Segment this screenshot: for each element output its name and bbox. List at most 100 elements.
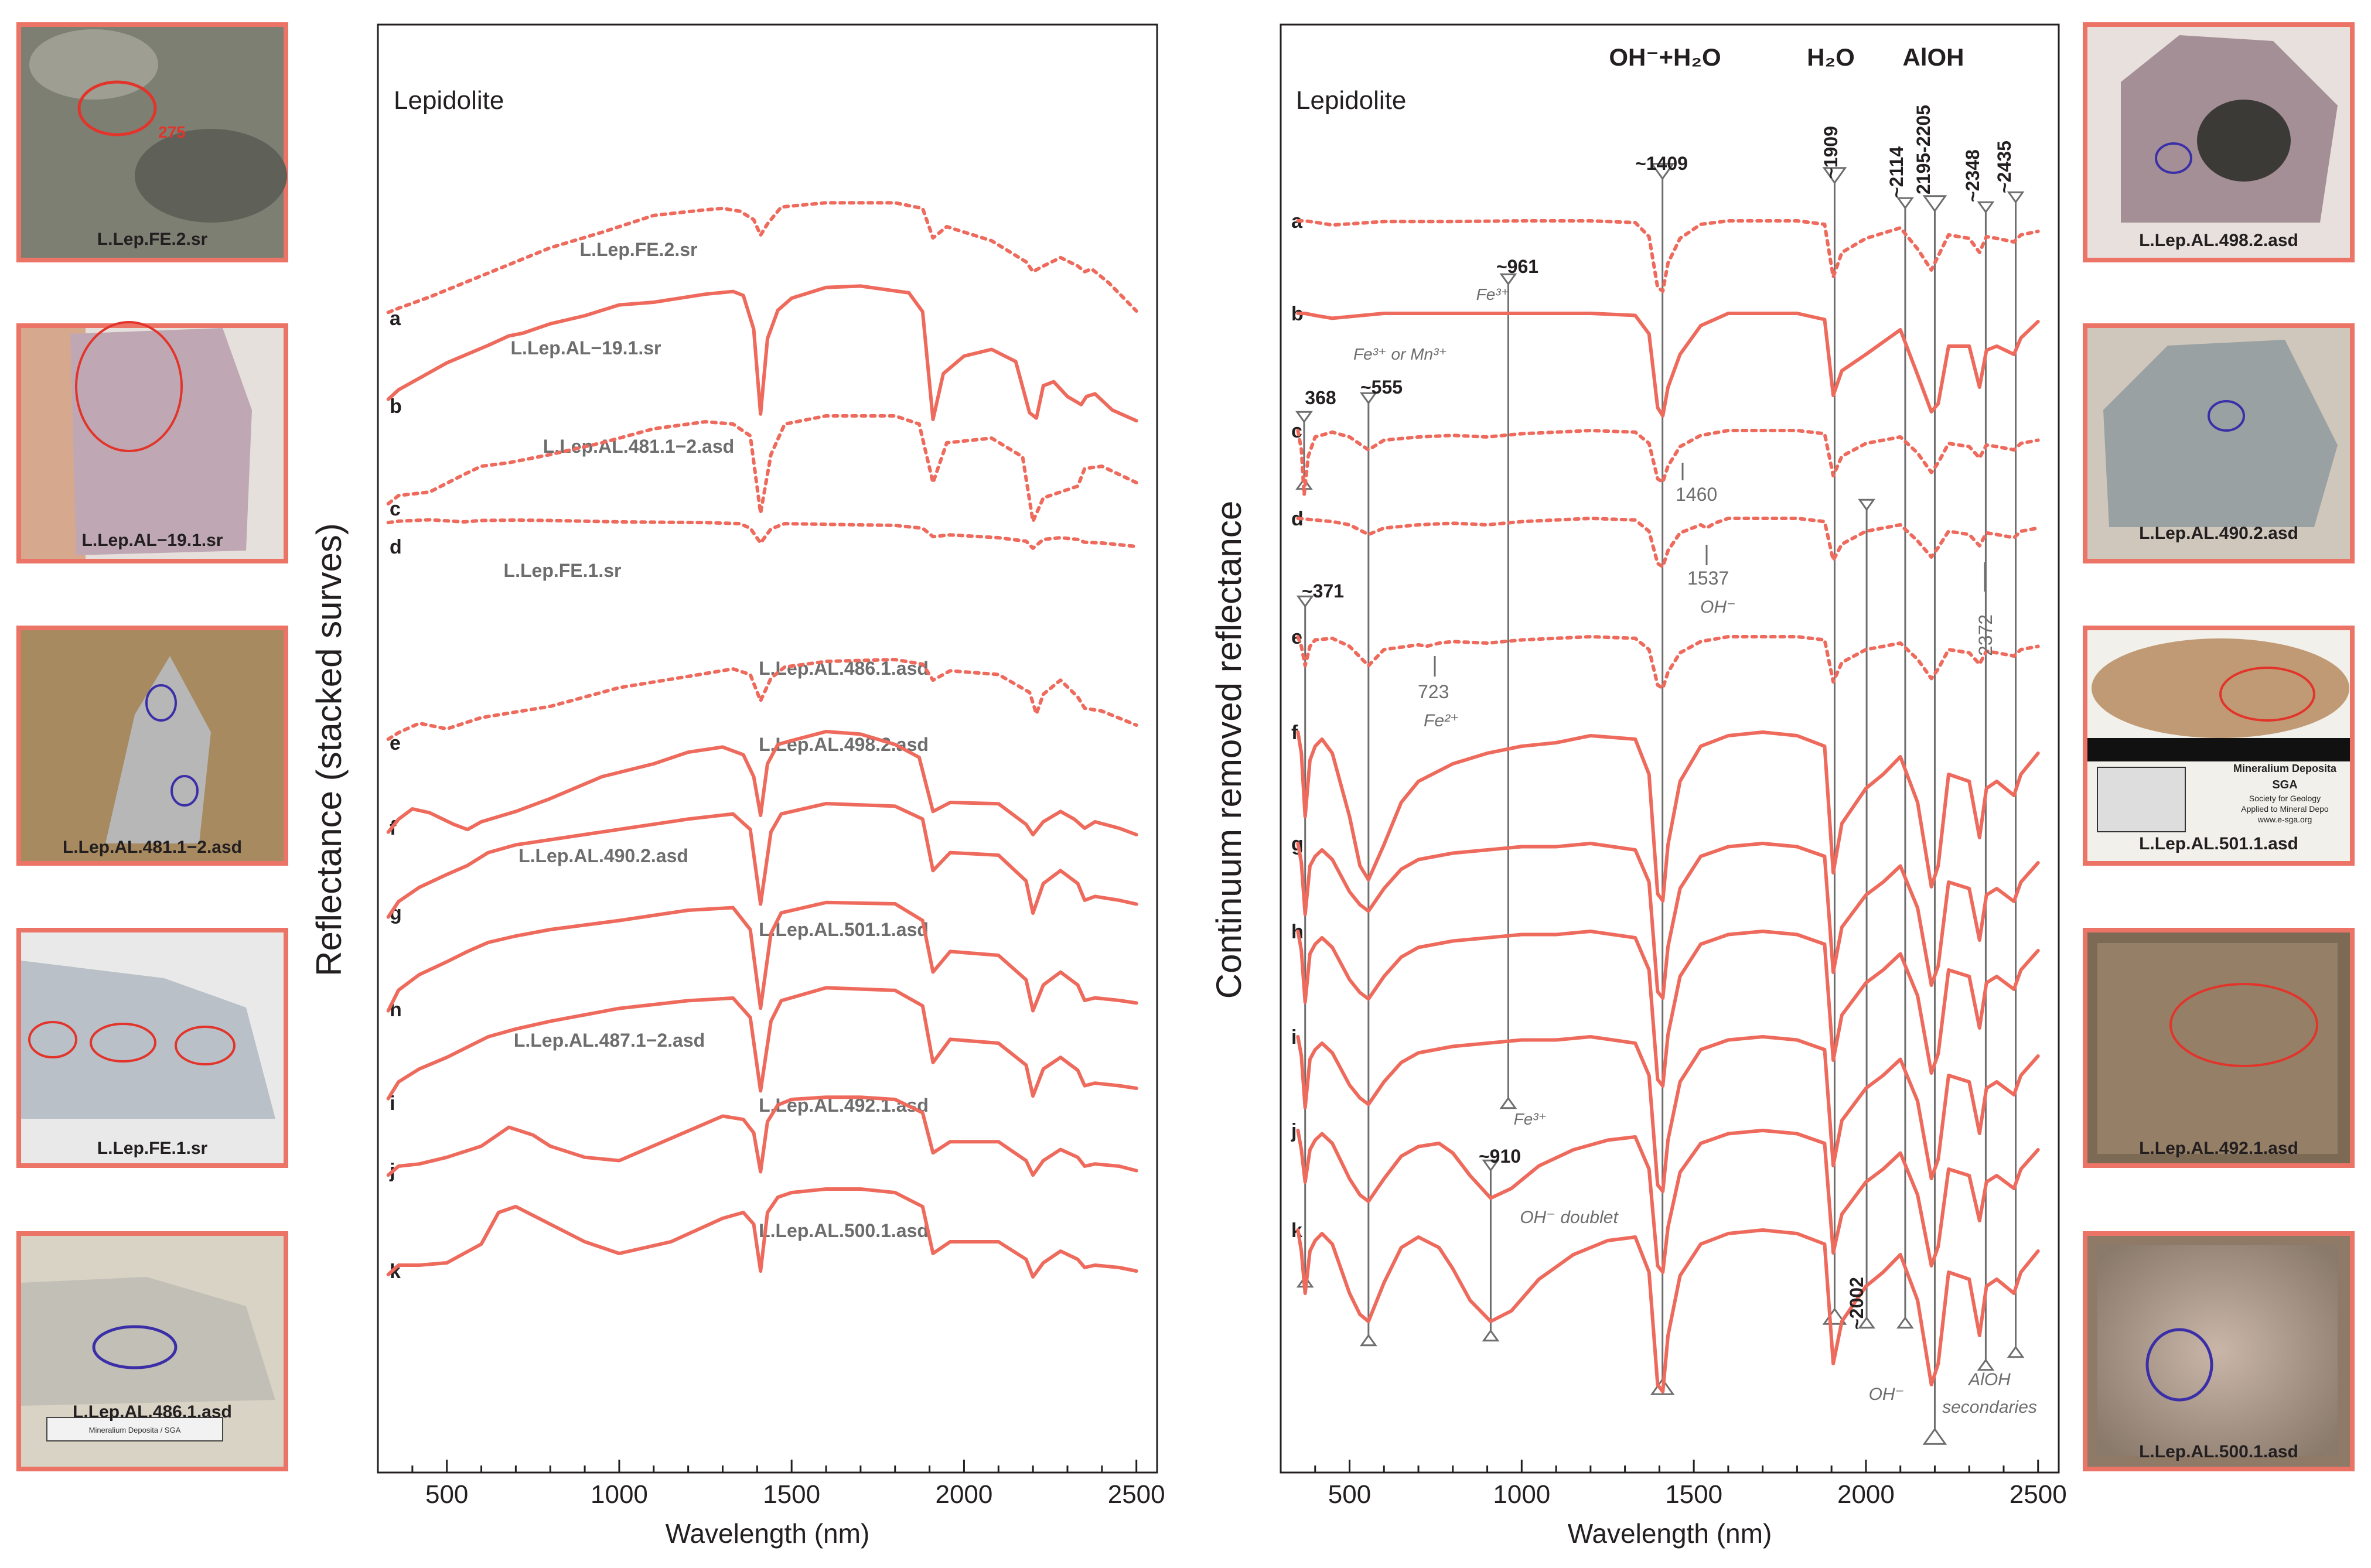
series-line-i [386, 986, 1138, 1101]
x-tick-label: 2000 [1837, 1480, 1895, 1509]
series-letter-b: b [390, 395, 402, 418]
marker-triangle-bottom [1499, 1096, 1517, 1109]
sample-spot-ring [175, 1026, 236, 1065]
marker-triangle-top [1650, 163, 1675, 180]
rock-texture [70, 328, 252, 555]
annotation-1460: 1460 [1676, 484, 1717, 505]
x-tick-label: 1500 [763, 1480, 820, 1509]
series-name-c: L.Lep.AL.481.1−2.asd [543, 436, 734, 457]
x-tick-label: 1500 [1665, 1480, 1722, 1509]
photo-sample-fe2: 275 L.Lep.FE.2.sr [16, 22, 288, 262]
marker-triangle-top [1922, 195, 1947, 213]
series-line-f [1296, 730, 2040, 903]
annotation-fe-mn: Fe³⁺ or Mn³⁺ [1353, 345, 1447, 363]
marker-label-910: ~910 [1479, 1146, 1521, 1167]
series-letter-i: i [1291, 1026, 1297, 1048]
card-line: Applied to Mineral Depo [2241, 804, 2329, 814]
series-line-j [386, 1095, 1138, 1177]
series-line-k [1296, 1228, 2040, 1393]
photo-label: L.Lep.FE.2.sr [97, 230, 208, 249]
series-name-f: L.Lep.AL.498.2.asd [759, 734, 929, 755]
marker-triangle-top [2007, 191, 2025, 204]
photo-sample-al490: L.Lep.AL.490.2.asd [2083, 323, 2355, 563]
series-line-j [1296, 1129, 2040, 1274]
x-tick-label: 2000 [935, 1480, 992, 1509]
marker-triangle-top [1482, 1159, 1500, 1172]
card-line: Society for Geology [2249, 794, 2321, 803]
scale-card-text: Mineralium Deposita [2233, 763, 2337, 774]
photo-sample-al500: L.Lep.AL.500.1.asd [2083, 1231, 2355, 1471]
series-line-b [1296, 312, 2040, 418]
annotation-723: 723 [1418, 681, 1449, 702]
marker-triangle-top [1359, 392, 1377, 405]
series-curves [386, 201, 1138, 1279]
photo-label: L.Lep.AL.486.1.asd [73, 1402, 232, 1422]
photo-column-right: L.Lep.AL.498.2.asd L.Lep.AL.490.2.asd Mi… [2083, 22, 2355, 1471]
rock-texture [21, 961, 275, 1119]
rock-texture [135, 129, 287, 223]
series-line-d [1296, 517, 2040, 569]
marker-triangle-bottom [1896, 1316, 1914, 1329]
photo-sample-al498: L.Lep.AL.498.2.asd [2083, 22, 2355, 262]
series-line-k [386, 1187, 1138, 1279]
marker-label-961: ~961 [1496, 256, 1538, 277]
card-line: www.e-sga.org [2257, 815, 2312, 824]
sample-spot-ring [2155, 142, 2192, 174]
annotations: Fe³⁺ or Mn³⁺ 1460 1537 OH⁻ 723 Fe²⁺ 2372… [1353, 345, 2037, 1417]
series-letter-j: j [1291, 1120, 1297, 1142]
series-line-i [1296, 1035, 2040, 1193]
scale-bar [2087, 738, 2350, 761]
series-names: L.Lep.FE.2.sr L.Lep.AL−19.1.sr L.Lep.AL.48… [504, 239, 929, 1241]
series-line-g [386, 802, 1138, 919]
annotation-1537: 1537 [1687, 568, 1729, 589]
marker-note-fe3-bottom: Fe³⁺ [1514, 1110, 1547, 1128]
y-axis-label: Continuum removed reflectance [1209, 501, 1248, 999]
marker-note-oh: OH⁻ [1869, 1385, 1905, 1404]
marker-triangle-bottom [1922, 1427, 1947, 1445]
x-tick-label: 500 [1328, 1480, 1371, 1509]
series-line-f [386, 730, 1138, 836]
series-name-g: L.Lep.AL.490.2.asd [518, 845, 688, 866]
annotation-secondaries-1: AlOH [1967, 1370, 2011, 1389]
series-line-e [1296, 635, 2040, 690]
marker-label-1409: ~1409 [1635, 153, 1688, 174]
marker-triangle-top [1296, 595, 1314, 608]
sample-spot-ring [90, 1023, 156, 1063]
annotation-2372: 2372 [1975, 614, 1996, 656]
series-line-e [386, 658, 1138, 741]
feature-labels: 368 ~371 ~555 ~910 OH⁻ doublet ~961 Fe³⁺… [1302, 105, 2015, 1404]
x-axis-label: Wavelength (nm) [1568, 1518, 1772, 1549]
sample-spot-ring [2219, 667, 2315, 722]
series-line-h [1296, 930, 2040, 1088]
continuum-removed-chart: Lepidolite Continuum removed reflectance… [1209, 23, 2067, 1549]
card-logo [2097, 767, 2186, 832]
marker-triangle-bottom [1977, 1358, 1995, 1371]
marker-triangle-top [1858, 498, 1876, 511]
x-tick-label: 1000 [591, 1480, 648, 1509]
marker-triangle-bottom [1359, 1334, 1377, 1347]
series-letter-a: a [390, 308, 401, 330]
marker-label-2114: ~2114 [1886, 146, 1907, 198]
rock-texture [2097, 1245, 2338, 1456]
photo-sample-al501: Mineralium Deposita SGA Society for Geol… [2083, 626, 2355, 866]
rock-texture [2197, 100, 2291, 182]
rock-texture [105, 656, 211, 843]
series-letter-i: i [390, 1092, 395, 1115]
marker-label-371: ~371 [1302, 580, 1344, 602]
marker-note-fe3-top: Fe³⁺ [1476, 285, 1510, 303]
sample-spot-ring [170, 775, 199, 807]
annotation-1537-oh: OH⁻ [1700, 597, 1736, 617]
photo-label: L.Lep.AL.490.2.asd [2139, 524, 2298, 543]
series-name-i: L.Lep.AL.487.1−2.asd [514, 1030, 705, 1051]
header-oh-h2o: OH⁻+H₂O [1609, 43, 1721, 71]
series-name-b: L.Lep.AL−19.1.sr [511, 337, 661, 358]
marker-note-oh-doublet: OH⁻ doublet [1520, 1208, 1619, 1227]
y-axis-label: Reflectance (stacked surves) [309, 523, 349, 976]
series-letter-d: d [390, 536, 402, 558]
reflectance-chart: Lepidolite Reflectance (stacked surves) … [309, 23, 1165, 1549]
marker-triangle-bottom [1482, 1329, 1500, 1342]
series-name-h: L.Lep.AL.501.1.asd [759, 919, 929, 940]
photo-sample-al481: L.Lep.AL.481.1−2.asd [16, 626, 288, 866]
x-axis-ticks: 500 1000 1500 2000 2500 [377, 1460, 1165, 1509]
